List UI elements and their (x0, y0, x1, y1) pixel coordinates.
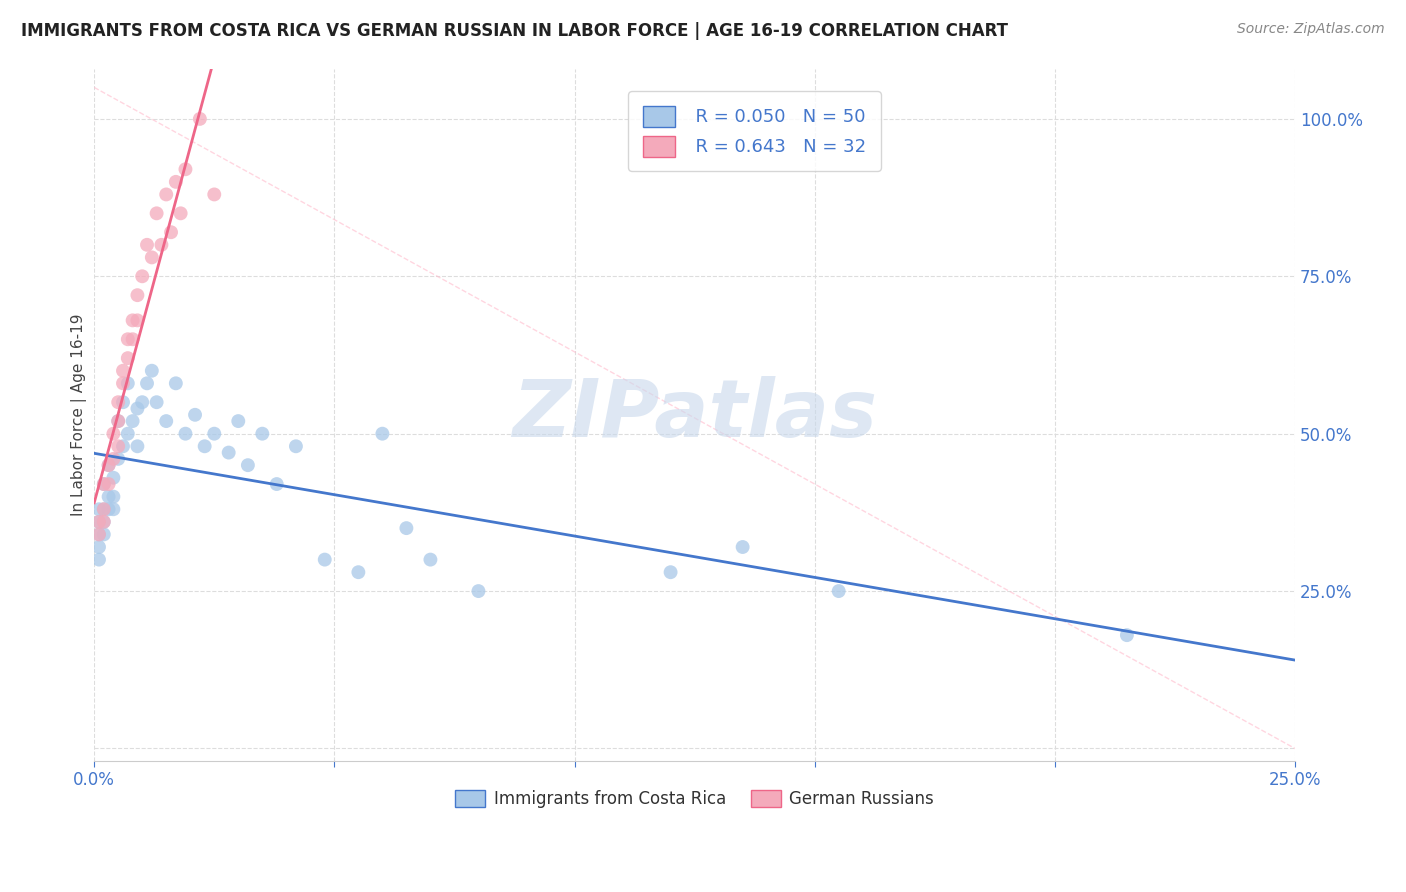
Point (184, 408, 207, 422)
Point (111, 395, 134, 409)
Point (160, 225, 183, 239)
Point (121, 313, 143, 327)
Point (266, 477, 288, 491)
Point (111, 364, 134, 378)
Point (93, 515, 115, 529)
Point (87, 502, 110, 516)
Point (127, 401, 149, 416)
Point (127, 288, 149, 302)
Point (395, 521, 418, 535)
Point (93, 502, 115, 516)
Y-axis label: In Labor Force | Age 16-19: In Labor Force | Age 16-19 (72, 314, 87, 516)
Point (828, 584, 851, 599)
Point (117, 351, 139, 365)
Point (188, 112, 211, 126)
Point (284, 439, 307, 453)
Point (111, 376, 134, 391)
Point (97, 490, 120, 504)
Point (131, 269, 153, 284)
Point (107, 439, 129, 453)
Point (218, 445, 240, 459)
Point (236, 458, 259, 472)
Point (202, 426, 225, 441)
Point (252, 426, 274, 441)
Point (87, 527, 110, 541)
Point (174, 162, 197, 177)
Point (87, 527, 110, 541)
Point (107, 451, 129, 466)
Point (93, 515, 115, 529)
Point (97, 458, 120, 472)
Point (169, 206, 191, 220)
Point (155, 187, 177, 202)
Point (731, 540, 754, 554)
Point (141, 251, 163, 265)
Point (467, 584, 489, 599)
Point (117, 332, 139, 346)
Point (97, 502, 120, 516)
Point (103, 502, 125, 516)
Point (87, 515, 110, 529)
Legend: Immigrants from Costa Rica, German Russians: Immigrants from Costa Rica, German Russi… (449, 783, 941, 815)
Point (103, 490, 125, 504)
Point (226, 414, 249, 428)
Point (107, 414, 129, 428)
Point (145, 395, 167, 409)
Point (202, 187, 225, 202)
Text: ZIPatlas: ZIPatlas (512, 376, 877, 454)
Point (97, 477, 120, 491)
Point (314, 552, 336, 566)
Point (145, 206, 167, 220)
Text: IMMIGRANTS FROM COSTA RICA VS GERMAN RUSSIAN IN LABOR FORCE | AGE 16-19 CORRELAT: IMMIGRANTS FROM COSTA RICA VS GERMAN RUS… (21, 22, 1008, 40)
Point (1115, 628, 1137, 642)
Point (131, 395, 153, 409)
Point (93, 527, 115, 541)
Point (136, 237, 159, 252)
Point (103, 471, 125, 485)
Point (121, 414, 143, 428)
Point (165, 376, 187, 391)
Point (659, 565, 682, 579)
Point (87, 552, 110, 566)
Point (103, 451, 125, 466)
Point (194, 439, 217, 453)
Point (117, 426, 139, 441)
Point (127, 439, 149, 453)
Point (93, 477, 115, 491)
Point (419, 552, 441, 566)
Point (97, 458, 120, 472)
Text: Source: ZipAtlas.com: Source: ZipAtlas.com (1237, 22, 1385, 37)
Point (121, 332, 143, 346)
Point (87, 515, 110, 529)
Point (103, 426, 125, 441)
Point (141, 364, 163, 378)
Point (107, 395, 129, 409)
Point (93, 477, 115, 491)
Point (347, 565, 370, 579)
Point (150, 237, 173, 252)
Point (127, 313, 149, 327)
Point (155, 414, 177, 428)
Point (165, 175, 187, 189)
Point (107, 414, 129, 428)
Point (111, 439, 134, 453)
Point (371, 426, 394, 441)
Point (117, 376, 139, 391)
Point (174, 426, 197, 441)
Point (87, 540, 110, 554)
Point (136, 376, 159, 391)
Point (93, 502, 115, 516)
